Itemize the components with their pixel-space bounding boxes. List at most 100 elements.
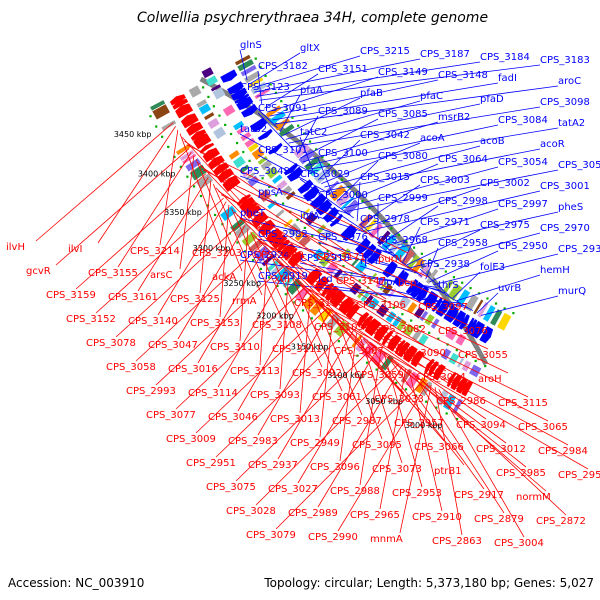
gene-feature <box>233 120 245 131</box>
tick-dot <box>285 108 288 111</box>
tick-dot <box>395 381 398 385</box>
tick-dot <box>455 349 458 352</box>
gene-label: CPS_2937 <box>248 460 298 471</box>
gene-label: purN <box>378 254 402 265</box>
gene-feature <box>269 110 286 125</box>
gene-label: CPS_2989 <box>288 508 338 519</box>
gene-label: murQ <box>558 286 586 297</box>
gene-label: CPS_3109 <box>314 322 364 333</box>
gene-feature <box>466 319 478 335</box>
gene-feature <box>242 168 253 178</box>
leader-line <box>274 85 559 125</box>
leader-line <box>257 280 461 304</box>
gene-label: CPS_3116 <box>294 298 344 309</box>
gene-label: rplT <box>360 256 380 267</box>
gene-feature <box>424 358 435 374</box>
gene-label: ilvI <box>68 244 82 255</box>
gene-label: CPS_3171 <box>316 252 366 263</box>
tick-dot <box>405 240 408 243</box>
leader-line <box>408 371 443 512</box>
tick-dot <box>269 83 272 86</box>
gene-feature <box>419 310 429 322</box>
gene-label: CPS_2976 <box>318 232 368 243</box>
gene-feature <box>236 96 254 111</box>
leader-line <box>379 368 407 510</box>
tick-dot <box>310 317 313 320</box>
gene-label: CPS_2919 <box>258 271 308 282</box>
gene-feature <box>415 285 429 303</box>
leader-line <box>363 187 481 229</box>
gene-label: CPS_3085 <box>378 109 428 120</box>
tick-dot <box>280 100 283 103</box>
leader-line <box>370 343 589 470</box>
gene-label: pfaC <box>420 91 443 102</box>
gene-label: xth <box>274 274 290 285</box>
gene-feature <box>456 289 471 307</box>
tick-dot <box>275 194 278 197</box>
gene-feature <box>267 142 283 155</box>
tick-dot <box>244 250 247 253</box>
tick-dot <box>293 301 296 304</box>
gene-feature <box>461 380 474 397</box>
leader-line <box>197 247 266 364</box>
leader-line <box>339 333 357 462</box>
gene-label: CPS_2988 <box>330 486 380 497</box>
leader-line <box>212 184 263 296</box>
gene-feature <box>228 150 240 160</box>
gene-label: CPS_3189 <box>254 250 304 261</box>
tick-dot <box>308 140 312 143</box>
tick-dot <box>444 270 447 273</box>
gene-label: pfaD <box>480 94 504 105</box>
gene-feature <box>305 268 323 286</box>
leader-line <box>399 384 432 534</box>
leader-line <box>302 121 439 163</box>
leader-line <box>255 363 399 506</box>
leader-line <box>217 269 287 388</box>
gene-label: ilvH <box>6 242 25 253</box>
gene-feature <box>278 123 295 137</box>
gene-feature <box>298 234 311 247</box>
gene-label: bcp <box>398 278 416 289</box>
gene-label: CPS_3078 <box>86 338 136 349</box>
leader-line <box>419 268 450 296</box>
tick-dot <box>375 293 378 296</box>
gene-label: CPS_2984 <box>538 446 588 457</box>
gene-label: CPS_3152 <box>66 314 116 325</box>
gene-feature <box>309 193 327 210</box>
kbp-tick-label: 3000 kbp <box>405 421 443 430</box>
gene-label: CPS_2924 <box>240 250 290 261</box>
gene-label: pheT <box>240 208 266 219</box>
gene-label: CPS_3042 <box>360 130 410 141</box>
leader-line <box>317 283 465 307</box>
tick-dot <box>167 145 170 148</box>
kbp-tick-label: 3050 kbp <box>365 397 403 406</box>
leader-line <box>297 348 378 484</box>
gene-feature <box>315 199 333 216</box>
tick-dot <box>383 300 387 303</box>
gene-label: CPS_3033 <box>374 394 424 405</box>
tick-dot <box>315 148 318 151</box>
tick-dot <box>202 86 205 89</box>
gene-feature <box>370 348 387 366</box>
leader-line <box>317 139 361 181</box>
gene-label: uvrB <box>498 283 521 294</box>
gene-feature <box>479 326 494 344</box>
gene-feature <box>240 64 257 77</box>
gene-feature <box>220 69 238 83</box>
gene-feature <box>497 312 512 331</box>
leader-line <box>279 263 509 374</box>
tick-dot <box>474 359 477 363</box>
gene-feature <box>245 205 262 219</box>
leader-line <box>137 176 209 292</box>
leader-line <box>254 58 421 93</box>
gene-label: acoB <box>480 136 505 147</box>
leader-line <box>237 291 308 412</box>
tick-dot <box>264 74 267 77</box>
gene-label: CPS_3055 <box>458 350 508 361</box>
leader-line <box>317 366 403 508</box>
leader-line <box>291 106 541 148</box>
gene-label: gltX <box>300 43 320 54</box>
tick-dot <box>284 293 287 296</box>
tick-dot <box>236 241 239 244</box>
gene-label: CPS_3046 <box>208 412 258 423</box>
